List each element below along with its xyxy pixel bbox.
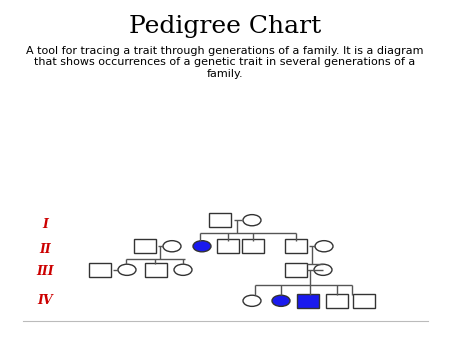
Circle shape: [174, 264, 192, 275]
Bar: [285, 239, 307, 253]
Circle shape: [314, 264, 332, 275]
Text: A tool for tracing a trait through generations of a family. It is a diagram
that: A tool for tracing a trait through gener…: [26, 46, 424, 79]
Bar: [297, 294, 319, 308]
Text: Pedigree Chart: Pedigree Chart: [129, 15, 321, 38]
Bar: [242, 239, 264, 253]
Bar: [326, 294, 348, 308]
Text: IV: IV: [37, 294, 53, 307]
Circle shape: [118, 264, 136, 275]
Bar: [89, 263, 111, 276]
Circle shape: [243, 215, 261, 226]
Circle shape: [315, 241, 333, 252]
Text: III: III: [36, 265, 54, 277]
Circle shape: [193, 241, 211, 252]
Text: I: I: [42, 218, 48, 231]
Bar: [145, 263, 167, 276]
Bar: [217, 239, 239, 253]
Circle shape: [163, 241, 181, 252]
Circle shape: [243, 295, 261, 306]
Circle shape: [272, 295, 290, 306]
Text: II: II: [39, 243, 51, 256]
Bar: [134, 239, 156, 253]
Bar: [285, 263, 307, 276]
Bar: [209, 213, 231, 227]
Bar: [353, 294, 375, 308]
